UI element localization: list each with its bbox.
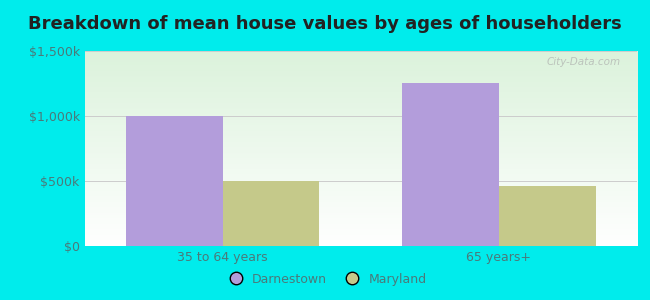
Bar	[126, 116, 222, 246]
Text: City-Data.com: City-Data.com	[546, 57, 620, 67]
Bar	[402, 83, 499, 246]
Bar	[222, 181, 319, 246]
Text: Breakdown of mean house values by ages of householders: Breakdown of mean house values by ages o…	[28, 15, 622, 33]
Legend: Darnestown, Maryland: Darnestown, Maryland	[218, 268, 432, 291]
Bar	[499, 186, 595, 246]
